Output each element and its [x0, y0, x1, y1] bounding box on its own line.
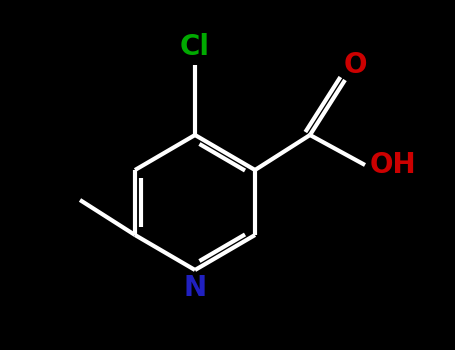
Text: Cl: Cl [180, 33, 210, 61]
Text: OH: OH [369, 151, 416, 179]
Text: N: N [183, 274, 207, 302]
Text: O: O [343, 51, 367, 79]
